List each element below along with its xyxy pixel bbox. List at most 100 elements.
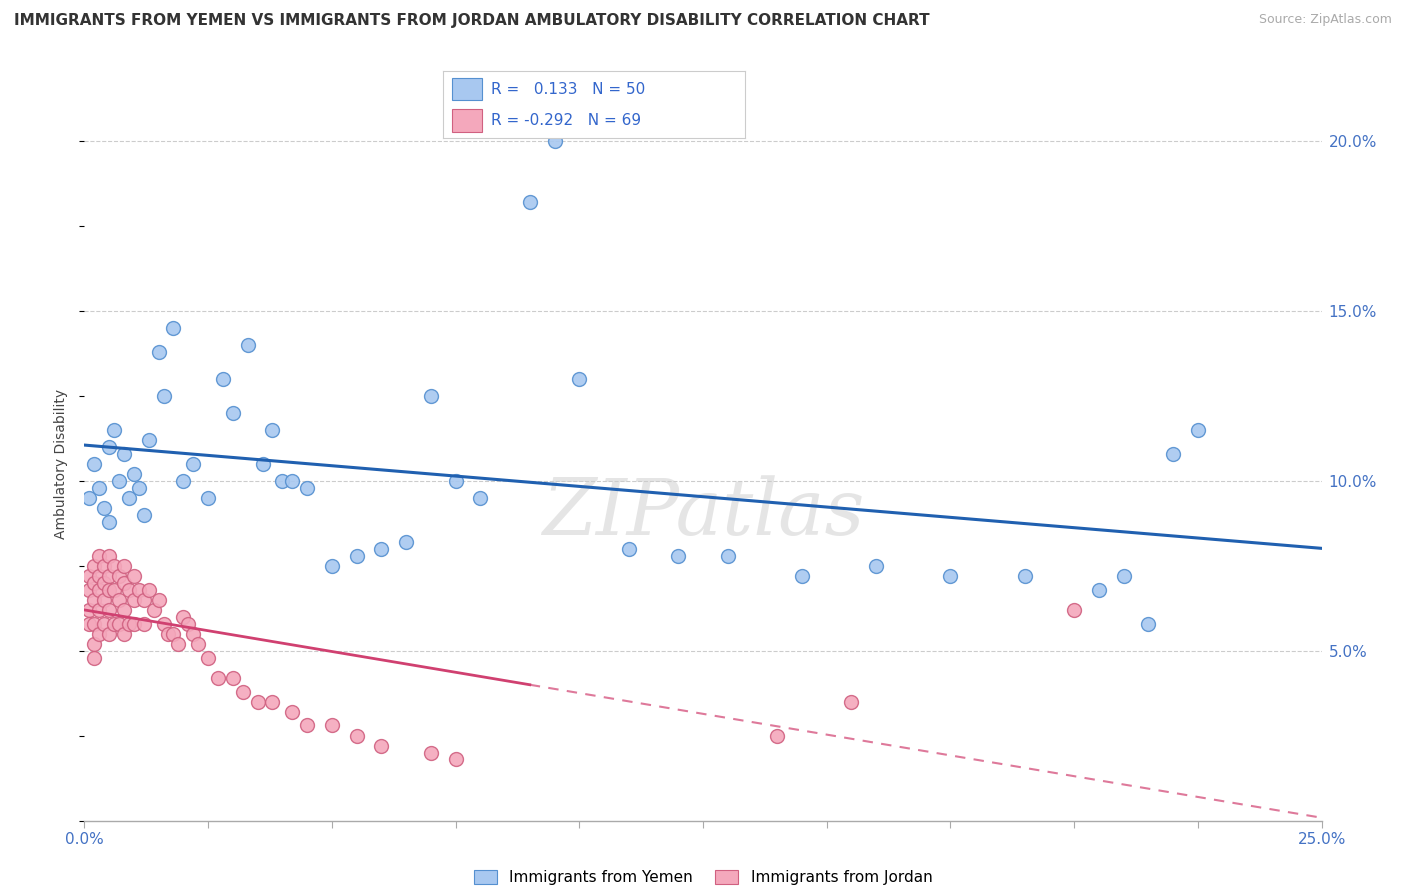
Point bbox=[112, 558, 135, 573]
Point bbox=[93, 575, 115, 590]
Point bbox=[108, 474, 131, 488]
Point bbox=[1112, 569, 1135, 583]
Point bbox=[246, 695, 269, 709]
Point bbox=[1161, 447, 1184, 461]
Point bbox=[103, 616, 125, 631]
Point bbox=[236, 338, 259, 352]
Point bbox=[83, 575, 105, 590]
Point bbox=[1063, 603, 1085, 617]
Point bbox=[281, 474, 304, 488]
Point bbox=[262, 423, 284, 437]
Point bbox=[83, 558, 105, 573]
Point bbox=[395, 535, 418, 549]
Point bbox=[444, 474, 467, 488]
Point bbox=[93, 592, 115, 607]
Point bbox=[281, 705, 304, 719]
Point bbox=[222, 406, 245, 420]
Point bbox=[89, 549, 111, 563]
Point bbox=[222, 671, 245, 685]
Point bbox=[79, 582, 101, 597]
Point bbox=[172, 609, 194, 624]
Point bbox=[321, 718, 343, 732]
Point bbox=[98, 549, 121, 563]
Point bbox=[122, 616, 145, 631]
Point bbox=[93, 558, 115, 573]
Point bbox=[157, 626, 180, 640]
Point bbox=[112, 626, 135, 640]
Point bbox=[93, 616, 115, 631]
Point bbox=[89, 626, 111, 640]
Point bbox=[98, 515, 121, 529]
Point bbox=[519, 195, 541, 210]
Point bbox=[122, 592, 145, 607]
Point bbox=[162, 626, 184, 640]
Point bbox=[118, 491, 141, 505]
Point bbox=[419, 746, 441, 760]
Point bbox=[346, 549, 368, 563]
Point bbox=[865, 558, 887, 573]
Point bbox=[142, 603, 165, 617]
Point bbox=[444, 752, 467, 766]
Point bbox=[132, 592, 155, 607]
Point bbox=[271, 474, 294, 488]
Point bbox=[1088, 582, 1111, 597]
Point bbox=[132, 616, 155, 631]
Point bbox=[841, 695, 863, 709]
Point bbox=[118, 582, 141, 597]
Point bbox=[103, 582, 125, 597]
Point bbox=[766, 729, 789, 743]
Point bbox=[122, 569, 145, 583]
Point bbox=[321, 558, 343, 573]
Point bbox=[93, 501, 115, 516]
Point bbox=[108, 569, 131, 583]
Point bbox=[370, 739, 392, 753]
Text: R =   0.133   N = 50: R = 0.133 N = 50 bbox=[491, 81, 645, 96]
Point bbox=[83, 650, 105, 665]
Point bbox=[98, 582, 121, 597]
Point bbox=[470, 491, 492, 505]
Point bbox=[83, 616, 105, 631]
Point bbox=[1014, 569, 1036, 583]
Point bbox=[212, 372, 235, 386]
Point bbox=[89, 603, 111, 617]
Point bbox=[419, 389, 441, 403]
Point bbox=[152, 616, 174, 631]
Point bbox=[89, 582, 111, 597]
Point bbox=[167, 637, 190, 651]
Point bbox=[128, 481, 150, 495]
Legend: Immigrants from Yemen, Immigrants from Jordan: Immigrants from Yemen, Immigrants from J… bbox=[468, 864, 938, 891]
Point bbox=[108, 616, 131, 631]
Point bbox=[717, 549, 740, 563]
Point bbox=[617, 541, 640, 556]
Text: ZIPatlas: ZIPatlas bbox=[541, 475, 865, 552]
Point bbox=[98, 626, 121, 640]
Point bbox=[83, 457, 105, 471]
Point bbox=[187, 637, 209, 651]
Point bbox=[666, 549, 689, 563]
Text: Source: ZipAtlas.com: Source: ZipAtlas.com bbox=[1258, 13, 1392, 27]
Point bbox=[252, 457, 274, 471]
Point bbox=[148, 344, 170, 359]
Y-axis label: Ambulatory Disability: Ambulatory Disability bbox=[55, 389, 69, 539]
Point bbox=[148, 592, 170, 607]
Bar bbox=[451, 78, 482, 100]
Point bbox=[295, 481, 318, 495]
Point bbox=[128, 582, 150, 597]
Point bbox=[132, 508, 155, 522]
Point bbox=[262, 695, 284, 709]
Text: R = -0.292   N = 69: R = -0.292 N = 69 bbox=[491, 113, 641, 128]
Point bbox=[98, 569, 121, 583]
Point bbox=[79, 616, 101, 631]
Point bbox=[181, 626, 204, 640]
Point bbox=[122, 467, 145, 481]
Point bbox=[177, 616, 200, 631]
Point bbox=[98, 603, 121, 617]
Point bbox=[79, 491, 101, 505]
Point bbox=[108, 592, 131, 607]
Point bbox=[112, 575, 135, 590]
Point bbox=[295, 718, 318, 732]
Point bbox=[138, 433, 160, 447]
Point bbox=[197, 491, 219, 505]
Point bbox=[112, 603, 135, 617]
Point bbox=[939, 569, 962, 583]
